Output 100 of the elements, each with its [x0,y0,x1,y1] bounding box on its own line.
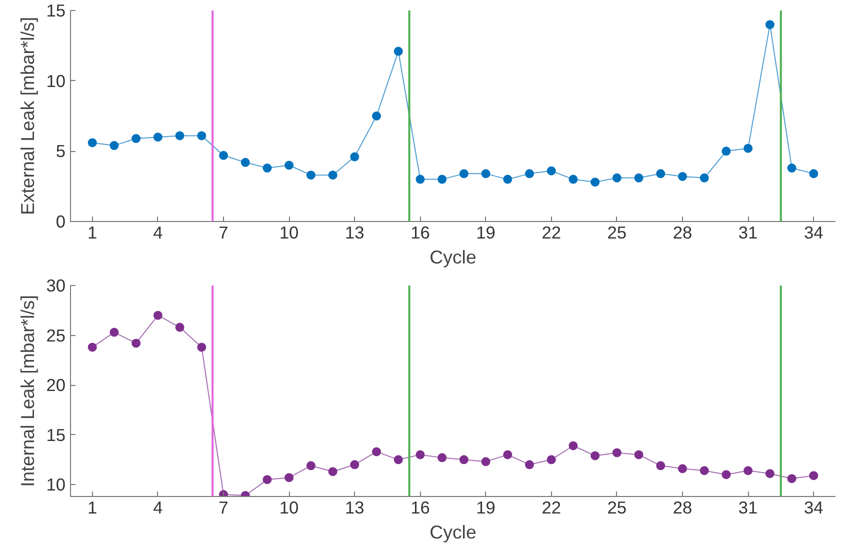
point [634,173,644,182]
point [590,451,600,460]
point [722,146,731,156]
point [612,448,622,458]
point [153,132,162,142]
x-tick-label: 34 [804,498,824,518]
point [306,170,316,180]
point [438,174,447,184]
x-tick-label: 10 [279,222,299,242]
y-tick-label: 10 [46,70,66,91]
point [394,46,403,56]
y-tick-label: 10 [46,474,66,495]
x-tick-label: 16 [410,222,430,242]
point [481,457,490,466]
point [88,342,97,352]
point [132,134,141,143]
point [372,447,381,456]
point [219,150,228,160]
x-tick-label: 25 [607,222,627,242]
x-axis-title: Cycle [430,246,476,268]
point [787,474,796,484]
point [88,138,97,148]
point [568,441,578,450]
x-tick-label: 7 [218,222,228,242]
point [590,178,600,187]
x-tick-label: 28 [672,498,692,518]
y-tick-label: 25 [46,325,66,346]
point [634,450,644,460]
point [546,166,556,176]
x-tick-label: 31 [738,498,758,518]
x-tick-label: 34 [804,222,824,242]
x-tick-label: 10 [279,498,299,518]
x-tick-label: 1 [88,222,98,242]
point [394,455,403,464]
point [153,310,162,320]
point [678,172,687,181]
x-tick-label: 22 [542,222,561,242]
point [568,174,578,184]
point [700,466,709,476]
point [744,144,753,153]
x-tick-label: 22 [542,498,561,518]
point [197,342,206,352]
point [809,169,818,178]
point [503,450,512,460]
point [328,467,338,476]
x-tick-label: 25 [607,498,627,518]
x-tick-label: 7 [218,498,228,518]
point [765,20,774,30]
point [284,160,294,170]
x-tick-label: 28 [672,222,692,242]
x-tick-label: 16 [410,498,430,518]
x-tick-label: 13 [345,222,364,242]
point [240,158,250,167]
x-tick-label: 4 [153,498,164,518]
point [416,174,425,184]
point [525,460,534,470]
point [656,169,666,178]
y-tick-label: 20 [46,375,66,396]
point [132,338,141,348]
point [372,112,381,120]
x-tick-label: 31 [738,222,758,242]
point [546,455,556,464]
point [503,174,512,184]
point [110,141,119,150]
x-tick-label: 4 [153,222,164,242]
y-tick-label: 0 [56,212,66,232]
point [787,164,796,173]
point [438,453,447,462]
point [197,131,206,140]
point [350,152,360,162]
x-tick-label: 19 [476,498,496,518]
x-tick-label: 13 [345,498,364,518]
point [481,169,490,178]
point [175,322,184,332]
x-tick-label: 19 [476,222,496,242]
point [678,464,687,474]
point [416,450,425,460]
point [459,169,468,178]
point [765,469,774,478]
y-tick-label: 15 [46,0,66,20]
point [700,173,709,182]
point [262,475,272,484]
x-tick-label: 1 [88,498,98,518]
point [262,164,272,173]
y-axis-title: Internal Leak [mbar*l/s] [17,295,38,487]
point [350,460,360,470]
point [306,461,316,470]
point [175,131,184,140]
point [459,455,468,464]
y-tick-label: 15 [46,424,66,445]
point [525,169,534,178]
point [809,471,818,480]
y-axis-title: External Leak [mbar*l/s] [17,16,38,216]
point [744,466,753,476]
y-tick-label: 30 [46,276,66,296]
point [328,170,338,180]
point [219,490,228,496]
x-axis-title: Cycle [430,522,476,542]
point [722,470,731,480]
y-tick-label: 5 [56,141,66,162]
